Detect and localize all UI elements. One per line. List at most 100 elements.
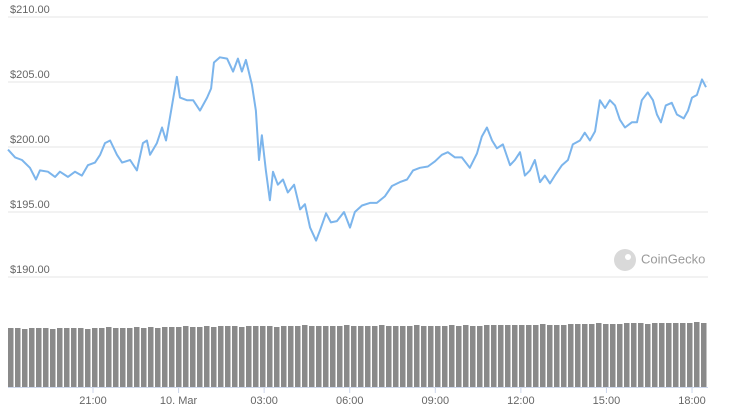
volume-bar (631, 323, 637, 387)
volume-bar (351, 326, 357, 387)
volume-bar (337, 326, 343, 387)
y-tick-label: $210.00 (10, 4, 50, 16)
volume-bar (659, 323, 665, 387)
volume-bar (533, 325, 539, 387)
volume-bar (92, 328, 98, 387)
volume-bar (358, 326, 364, 387)
y-tick-label: $190.00 (10, 264, 50, 276)
volume-bar (519, 325, 525, 387)
price-line (7, 56, 707, 242)
volume-bar (239, 327, 245, 387)
volume-bar (498, 325, 504, 387)
volume-bar (57, 328, 63, 387)
logo-eye (625, 254, 631, 260)
y-tick-label: $205.00 (10, 69, 50, 81)
volume-bar (673, 323, 679, 387)
volume-bar (680, 323, 686, 387)
volume-bar (330, 326, 336, 387)
x-tick-label: 10. Mar (160, 395, 198, 407)
volume-bar (302, 325, 308, 387)
x-tick-label: 15:00 (593, 395, 621, 407)
volume-bar (603, 324, 609, 387)
volume-bar (246, 326, 252, 387)
volume-bar (463, 325, 469, 387)
logo-circle (614, 249, 636, 271)
volume-bar (288, 326, 294, 387)
volume-bar (162, 327, 168, 387)
volume-bar (197, 327, 203, 387)
y-tick-label: $200.00 (10, 134, 50, 146)
volume-bar (610, 324, 616, 387)
volume-bar (568, 324, 574, 387)
volume-bar (71, 328, 77, 387)
volume-bar (169, 327, 175, 387)
volume-bar (435, 326, 441, 387)
volume-bar (260, 326, 266, 387)
volume-bar (36, 328, 42, 387)
volume-bar (624, 323, 630, 387)
watermark-logo (614, 249, 636, 271)
volume-bar (575, 324, 581, 387)
volume-bar (379, 325, 385, 387)
x-tick-label: 12:00 (507, 395, 535, 407)
volume-bar (218, 326, 224, 387)
watermark: CoinGecko (641, 251, 705, 266)
volume-bar (561, 325, 567, 387)
volume-bar (407, 326, 413, 387)
volume-bar (141, 328, 147, 387)
volume-bar (99, 328, 105, 387)
volume-bar (134, 327, 140, 387)
volume-bar (113, 328, 119, 387)
volume-bar (106, 327, 112, 387)
volume-bar (127, 328, 133, 387)
volume-bar (64, 328, 70, 387)
volume-bar (15, 328, 21, 387)
volume-bar (372, 326, 378, 387)
volume-bar (547, 325, 553, 387)
volume-bar (309, 326, 315, 387)
volume-bar (470, 326, 476, 387)
volume-bar (295, 326, 301, 387)
volume-bar (645, 324, 651, 387)
volume-bar (232, 326, 238, 387)
y-tick-label: $195.00 (10, 199, 50, 211)
volume-bar (253, 326, 259, 387)
volume-bar (638, 323, 644, 387)
volume-bar (456, 326, 462, 387)
volume-bar (120, 328, 126, 387)
volume-bar (687, 323, 693, 387)
volume-bar (267, 326, 273, 387)
volume-bar (596, 323, 602, 387)
volume-bar (400, 326, 406, 387)
volume-bar (365, 326, 371, 387)
volume-bar (211, 327, 217, 387)
volume-bar (323, 326, 329, 387)
volume-bar (442, 326, 448, 387)
volume-bar (29, 328, 35, 387)
volume-bar (428, 326, 434, 387)
volume-bar (22, 329, 28, 387)
volume-bar (652, 323, 658, 387)
volume-bar (148, 327, 154, 387)
volume-bar (540, 324, 546, 387)
x-tick-label: 21:00 (79, 395, 107, 407)
volume-bar (484, 325, 490, 387)
volume-bar (344, 325, 350, 387)
volume-bar (491, 325, 497, 387)
x-tick-label: 18:00 (678, 395, 706, 407)
x-tick-label: 03:00 (250, 395, 278, 407)
volume-bar (421, 326, 427, 387)
volume-bar (8, 328, 14, 387)
volume-bar (393, 326, 399, 387)
volume-bar (204, 326, 210, 387)
volume-bar (50, 329, 56, 387)
volume-bar (414, 325, 420, 387)
volume-bar (505, 325, 511, 387)
volume-bar (701, 323, 707, 387)
volume-bar (386, 326, 392, 387)
volume-bar (274, 327, 280, 387)
volume-bar (85, 329, 91, 387)
volume-bar (582, 324, 588, 387)
volume-bar (155, 328, 161, 387)
